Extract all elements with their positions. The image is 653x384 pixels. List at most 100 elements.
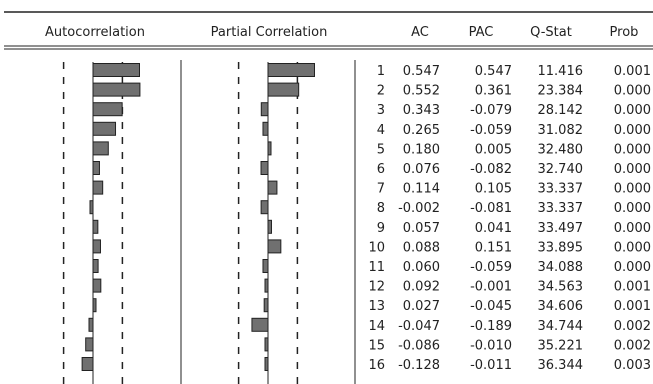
q-stat-value-14: 34.744 (538, 319, 584, 334)
pac-value-12: -0.001 (470, 280, 512, 295)
lag-10: 10 (368, 240, 385, 255)
ac-bar-lag-7 (92, 180, 104, 195)
q-stat-value-9: 33.497 (538, 221, 584, 236)
ac-value-2: 0.552 (403, 84, 440, 99)
prob-value-1: 0.001 (614, 64, 651, 79)
ac-bar-lag-10 (92, 239, 101, 254)
lag-8: 8 (377, 201, 385, 216)
ac-value-8: -0.002 (398, 201, 440, 216)
lag-7: 7 (377, 182, 385, 197)
header-q-stat: Q-Stat (530, 25, 572, 40)
pac-bar-lag-1 (267, 63, 315, 77)
pac-value-1: 0.547 (475, 64, 512, 79)
ac-bar-lag-5 (92, 141, 109, 156)
ac-bar-lag-13 (92, 298, 97, 313)
ac-value-1: 0.547 (403, 64, 440, 79)
q-stat-value-7: 33.337 (538, 182, 584, 197)
pac-bar-lag-3 (260, 102, 269, 117)
ac-bar-lag-2 (92, 82, 141, 97)
ac-value-13: 0.027 (403, 299, 440, 314)
lag-16: 16 (368, 358, 385, 373)
ac-value-10: 0.088 (403, 240, 440, 255)
q-stat-value-1: 11.416 (538, 64, 584, 79)
ac-value-15: -0.086 (398, 338, 440, 353)
header-ac: AC (411, 25, 429, 40)
ac-bar-lag-3 (92, 102, 123, 117)
header-prob: Prob (610, 25, 639, 40)
prob-value-11: 0.000 (614, 260, 651, 275)
q-stat-value-16: 36.344 (538, 358, 584, 373)
pac-bar-lag-7 (267, 180, 278, 195)
pac-bar-lag-15 (264, 337, 269, 352)
ac-bar-lag-8 (89, 200, 94, 215)
lag-13: 13 (368, 299, 385, 314)
prob-value-2: 0.000 (614, 84, 651, 99)
prob-value-4: 0.000 (614, 123, 651, 138)
lag-15: 15 (368, 338, 385, 353)
q-stat-value-5: 32.480 (538, 142, 584, 157)
ac-value-14: -0.047 (398, 319, 440, 334)
pac-bar-lag-9 (267, 219, 272, 234)
header-pac: PAC (469, 25, 494, 40)
lag-14: 14 (368, 319, 385, 334)
ac-bar-lag-1 (92, 63, 140, 77)
q-stat-value-12: 34.563 (538, 280, 584, 295)
ac-value-11: 0.060 (403, 260, 440, 275)
pac-bar-lag-10 (267, 239, 282, 254)
ac-value-12: 0.092 (403, 280, 440, 295)
pac-value-8: -0.081 (470, 201, 512, 216)
ac-value-6: 0.076 (403, 162, 440, 177)
header-autocorrelation: Autocorrelation (45, 25, 145, 40)
pac-value-5: 0.005 (475, 142, 512, 157)
pac-value-4: -0.059 (470, 123, 512, 138)
pac-value-7: 0.105 (475, 182, 512, 197)
q-stat-value-10: 33.895 (538, 240, 584, 255)
pac-bar-lag-4 (262, 121, 269, 136)
pac-value-6: -0.082 (470, 162, 512, 177)
pac-value-16: -0.011 (470, 358, 512, 373)
q-stat-value-13: 34.606 (538, 299, 584, 314)
ac-bar-lag-4 (92, 121, 117, 136)
lag-2: 2 (377, 84, 385, 99)
ac-value-3: 0.343 (403, 103, 440, 118)
ac-bar-lag-9 (92, 219, 99, 234)
prob-value-14: 0.002 (614, 319, 651, 334)
q-stat-value-4: 31.082 (538, 123, 584, 138)
ac-bar-lag-14 (88, 317, 94, 332)
prob-value-12: 0.001 (614, 280, 651, 295)
pac-value-15: -0.010 (470, 338, 512, 353)
pac-value-9: 0.041 (475, 221, 512, 236)
ac-value-9: 0.057 (403, 221, 440, 236)
ac-value-16: -0.128 (398, 358, 440, 373)
pac-bar-lag-8 (260, 200, 269, 215)
ac-bar-lag-16 (81, 357, 94, 371)
header-partial-correlation: Partial Correlation (211, 25, 328, 40)
q-stat-value-3: 28.142 (538, 103, 584, 118)
pac-bar-lag-16 (264, 357, 269, 371)
ac-bar-lag-15 (85, 337, 94, 352)
pac-bar-lag-14 (251, 317, 269, 332)
q-stat-value-6: 32.740 (538, 162, 584, 177)
prob-value-3: 0.000 (614, 103, 651, 118)
pac-bar-lag-13 (263, 298, 269, 313)
ac-value-5: 0.180 (403, 142, 440, 157)
q-stat-value-11: 34.088 (538, 260, 584, 275)
lag-5: 5 (377, 142, 385, 157)
lag-4: 4 (377, 123, 385, 138)
pac-value-14: -0.189 (470, 319, 512, 334)
prob-value-7: 0.000 (614, 182, 651, 197)
pac-value-2: 0.361 (475, 84, 512, 99)
q-stat-value-8: 33.337 (538, 201, 584, 216)
pac-bar-lag-5 (267, 141, 272, 156)
q-stat-value-2: 23.384 (538, 84, 584, 99)
q-stat-value-15: 35.221 (538, 338, 584, 353)
prob-value-15: 0.002 (614, 338, 651, 353)
lag-9: 9 (377, 221, 385, 236)
pac-value-10: 0.151 (475, 240, 512, 255)
ac-bar-lag-6 (92, 161, 100, 175)
lag-3: 3 (377, 103, 385, 118)
pac-bar-lag-12 (264, 278, 269, 293)
ac-bar-lag-12 (92, 278, 102, 293)
lag-12: 12 (368, 280, 385, 295)
